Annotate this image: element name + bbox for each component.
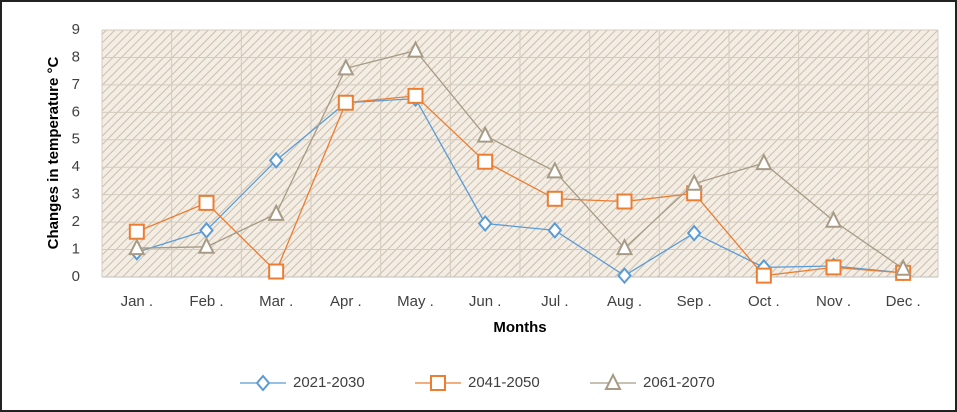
y-tick-label: 1 — [72, 241, 80, 258]
x-tick-label: Aug . — [607, 293, 642, 310]
series-line — [136, 95, 904, 277]
marker — [547, 221, 563, 239]
y-tick-label: 8 — [72, 48, 80, 65]
y-tick-label: 0 — [72, 268, 80, 285]
x-tick-label: Oct . — [748, 293, 780, 310]
x-tick-label: Jul . — [541, 293, 569, 310]
y-tick-label: 5 — [72, 131, 80, 148]
x-tick-label: Feb . — [189, 293, 223, 310]
x-tick-label: Mar . — [259, 293, 293, 310]
marker — [268, 263, 285, 280]
grid — [101, 29, 939, 278]
marker — [604, 372, 622, 390]
x-tick-label: Dec . — [886, 293, 921, 310]
marker — [615, 237, 634, 256]
x-axis-title: Months — [493, 319, 546, 336]
marker — [198, 194, 215, 211]
legend-label: 2021-2030 — [293, 374, 365, 391]
marker — [616, 193, 633, 210]
marker — [755, 152, 773, 171]
marker — [255, 374, 271, 392]
legend-label: 2041-2050 — [468, 374, 540, 391]
marker — [617, 267, 632, 285]
marker — [128, 237, 146, 256]
marker — [337, 58, 355, 76]
marker — [267, 203, 285, 221]
x-tick-label: May . — [397, 293, 434, 310]
marker — [407, 87, 424, 104]
x-tick-label: Apr . — [330, 293, 362, 310]
y-tick-label: 7 — [72, 76, 80, 93]
y-tick-label: 9 — [72, 21, 80, 38]
marker — [894, 258, 912, 276]
x-tick-label: Nov . — [816, 293, 851, 310]
series-line — [136, 97, 904, 277]
marker — [755, 267, 772, 284]
marker — [825, 259, 842, 276]
marker — [128, 223, 145, 240]
marker — [197, 236, 216, 254]
marker — [686, 224, 702, 242]
marks — [128, 40, 912, 285]
marker — [337, 94, 354, 111]
marker — [477, 153, 494, 170]
marker — [268, 151, 284, 169]
marker — [476, 125, 494, 143]
marker — [824, 210, 843, 228]
y-axis-title: Changes in temperature °C — [45, 56, 62, 249]
marker — [546, 161, 564, 179]
x-tick-label: Jun . — [469, 293, 502, 310]
x-tick-label: Jan . — [121, 293, 154, 310]
marker — [430, 375, 446, 391]
legend: 2021-2030 2041-2050 2061-2070 — [240, 372, 715, 392]
y-tick-label: 2 — [72, 213, 80, 230]
y-tick-label: 6 — [72, 103, 80, 120]
x-tick-label: Sep . — [677, 293, 712, 310]
y-tick-label: 4 — [72, 158, 80, 175]
marker — [406, 40, 425, 58]
marker — [685, 173, 703, 191]
legend-label: 2061-2070 — [643, 374, 715, 391]
y-tick-label: 3 — [72, 186, 80, 203]
series-line — [136, 49, 904, 270]
marker — [546, 190, 563, 207]
marker — [477, 214, 493, 233]
